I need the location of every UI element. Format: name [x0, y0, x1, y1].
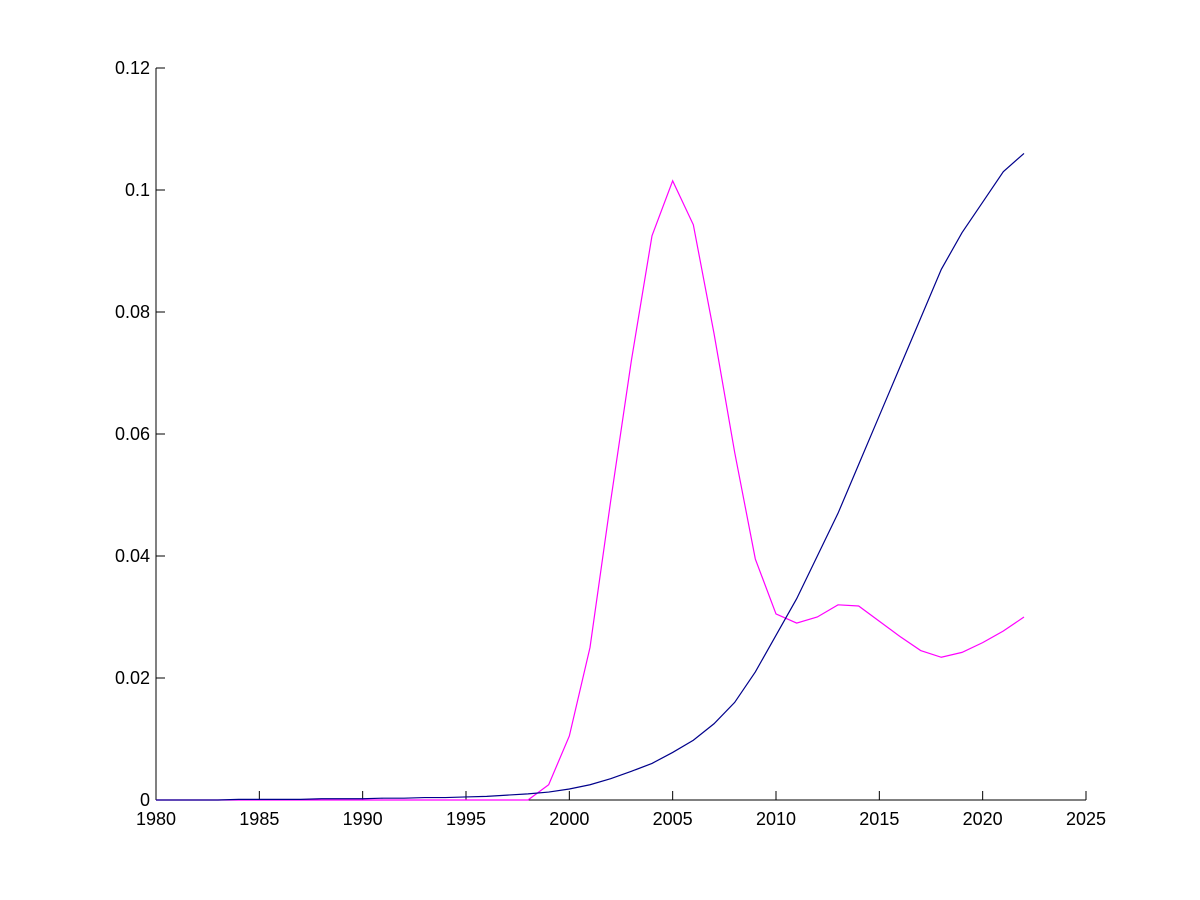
y-tick-label: 0.06: [115, 424, 150, 444]
x-tick-label: 1985: [239, 809, 279, 829]
y-tick-label: 0.1: [125, 180, 150, 200]
x-tick-label: 1995: [446, 809, 486, 829]
x-tick-label: 1980: [136, 809, 176, 829]
x-tick-label: 2020: [963, 809, 1003, 829]
x-tick-label: 2000: [549, 809, 589, 829]
series-line: [156, 152, 1025, 801]
y-tick-label: 0.12: [115, 58, 150, 78]
series-line: [156, 179, 1025, 801]
x-tick-label: 1990: [343, 809, 383, 829]
y-tick-label: 0: [140, 790, 150, 810]
y-tick-label: 0.02: [115, 668, 150, 688]
y-tick-label: 0.04: [115, 546, 150, 566]
x-tick-label: 2010: [756, 809, 796, 829]
y-tick-label: 0.08: [115, 302, 150, 322]
x-tick-label: 2005: [653, 809, 693, 829]
x-tick-label: 2015: [859, 809, 899, 829]
x-tick-label: 2025: [1066, 809, 1106, 829]
